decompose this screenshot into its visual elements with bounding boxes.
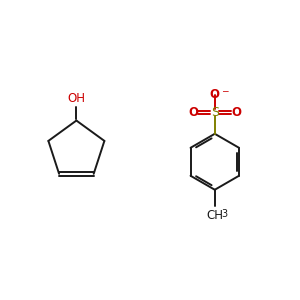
Text: −: − bbox=[221, 86, 229, 95]
Text: O: O bbox=[210, 88, 220, 101]
Text: S: S bbox=[211, 106, 219, 119]
Text: 3: 3 bbox=[221, 209, 227, 220]
Text: OH: OH bbox=[68, 92, 85, 105]
Text: O: O bbox=[189, 106, 199, 119]
Text: O: O bbox=[231, 106, 241, 119]
Text: CH: CH bbox=[206, 209, 223, 222]
